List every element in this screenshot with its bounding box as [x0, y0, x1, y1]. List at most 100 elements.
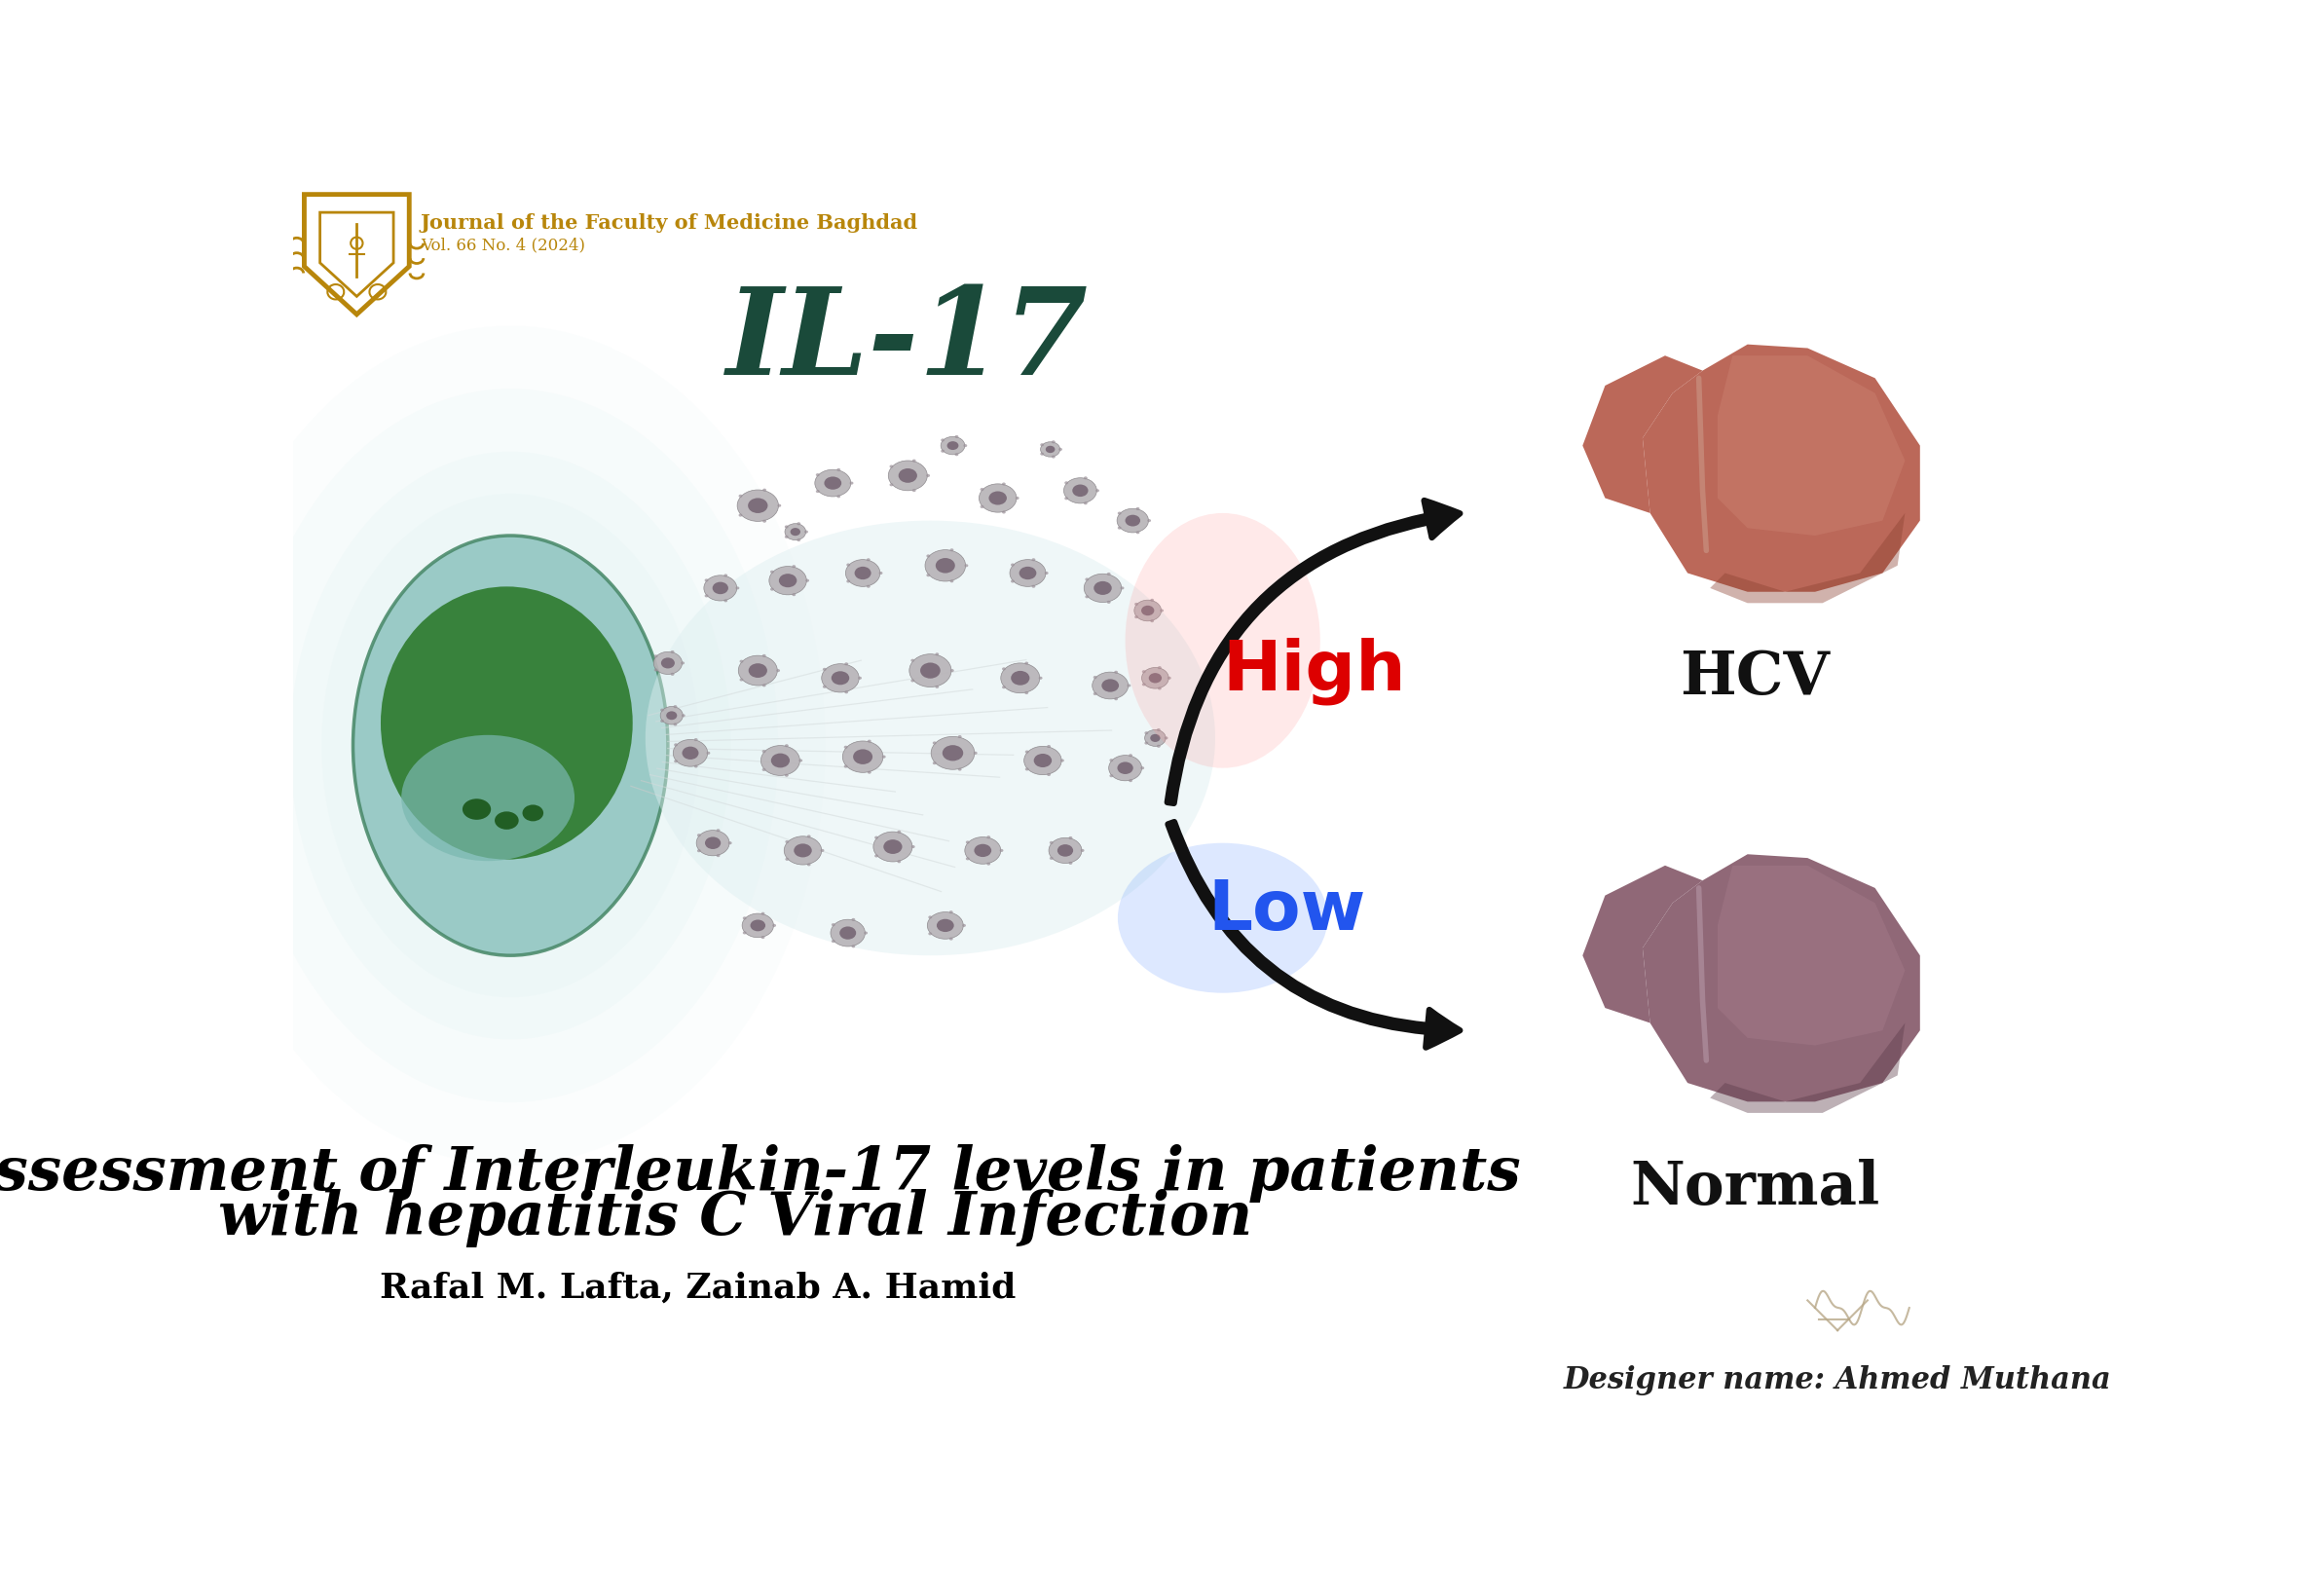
- Ellipse shape: [1032, 586, 1036, 589]
- Ellipse shape: [839, 927, 857, 940]
- Ellipse shape: [882, 757, 885, 758]
- Ellipse shape: [717, 854, 719, 857]
- Ellipse shape: [1085, 503, 1087, 506]
- Ellipse shape: [322, 495, 699, 998]
- Ellipse shape: [942, 745, 963, 761]
- Ellipse shape: [1048, 745, 1050, 749]
- Ellipse shape: [876, 836, 878, 839]
- Ellipse shape: [825, 477, 841, 490]
- Ellipse shape: [836, 469, 841, 472]
- Ellipse shape: [807, 579, 809, 583]
- Ellipse shape: [823, 669, 827, 672]
- Ellipse shape: [1064, 482, 1069, 485]
- Ellipse shape: [738, 495, 742, 498]
- Ellipse shape: [1046, 573, 1048, 575]
- Ellipse shape: [823, 686, 827, 689]
- Ellipse shape: [784, 745, 788, 747]
- Ellipse shape: [938, 919, 954, 932]
- Ellipse shape: [738, 490, 779, 522]
- Ellipse shape: [763, 654, 765, 658]
- Ellipse shape: [864, 932, 869, 935]
- Ellipse shape: [940, 450, 944, 453]
- Ellipse shape: [1025, 662, 1030, 666]
- Ellipse shape: [494, 812, 519, 830]
- Ellipse shape: [1052, 456, 1055, 460]
- Ellipse shape: [660, 709, 664, 712]
- Text: Vol. 66 No. 4 (2024): Vol. 66 No. 4 (2024): [421, 238, 586, 254]
- Ellipse shape: [926, 575, 931, 578]
- Ellipse shape: [816, 471, 850, 498]
- Ellipse shape: [1059, 448, 1062, 452]
- Ellipse shape: [749, 664, 768, 678]
- Ellipse shape: [1046, 447, 1055, 453]
- Ellipse shape: [910, 680, 915, 683]
- Ellipse shape: [683, 715, 685, 718]
- Ellipse shape: [1048, 838, 1082, 863]
- Ellipse shape: [965, 857, 970, 860]
- Ellipse shape: [1011, 563, 1013, 567]
- Ellipse shape: [873, 832, 912, 862]
- Ellipse shape: [660, 707, 683, 725]
- Ellipse shape: [958, 768, 961, 771]
- Ellipse shape: [1126, 516, 1140, 527]
- Ellipse shape: [671, 674, 673, 677]
- Ellipse shape: [1064, 479, 1096, 504]
- Ellipse shape: [724, 575, 728, 578]
- Ellipse shape: [735, 587, 740, 591]
- Ellipse shape: [1167, 677, 1172, 680]
- Ellipse shape: [836, 496, 841, 498]
- Ellipse shape: [1039, 677, 1043, 680]
- Ellipse shape: [974, 844, 990, 857]
- Ellipse shape: [1126, 514, 1319, 769]
- Ellipse shape: [1135, 616, 1138, 619]
- Ellipse shape: [889, 466, 894, 469]
- Ellipse shape: [1009, 560, 1046, 587]
- Ellipse shape: [949, 938, 954, 940]
- Ellipse shape: [843, 662, 848, 666]
- Ellipse shape: [843, 747, 848, 749]
- Ellipse shape: [738, 514, 742, 517]
- Ellipse shape: [1108, 602, 1110, 605]
- Ellipse shape: [807, 835, 811, 838]
- Text: HCV: HCV: [1680, 648, 1829, 707]
- Ellipse shape: [979, 485, 1016, 512]
- Ellipse shape: [653, 653, 683, 675]
- Ellipse shape: [784, 774, 788, 777]
- Ellipse shape: [1064, 498, 1069, 501]
- Ellipse shape: [1128, 779, 1133, 782]
- Ellipse shape: [763, 750, 765, 753]
- Ellipse shape: [673, 741, 708, 768]
- Ellipse shape: [958, 736, 961, 739]
- Ellipse shape: [694, 739, 699, 742]
- Ellipse shape: [354, 536, 669, 956]
- Ellipse shape: [846, 563, 850, 567]
- Ellipse shape: [1151, 734, 1160, 742]
- Ellipse shape: [928, 932, 933, 935]
- Ellipse shape: [1002, 484, 1007, 487]
- Ellipse shape: [1115, 697, 1117, 701]
- Ellipse shape: [1069, 862, 1073, 865]
- Ellipse shape: [963, 445, 967, 448]
- Ellipse shape: [1085, 578, 1089, 581]
- Ellipse shape: [696, 849, 701, 852]
- Ellipse shape: [926, 555, 931, 559]
- Ellipse shape: [673, 760, 678, 763]
- Ellipse shape: [655, 669, 657, 672]
- Ellipse shape: [954, 453, 958, 456]
- Ellipse shape: [912, 460, 917, 463]
- Ellipse shape: [899, 469, 917, 484]
- Text: with hepatitis C Viral Infection: with hepatitis C Viral Infection: [218, 1187, 1252, 1246]
- Ellipse shape: [843, 766, 848, 768]
- Ellipse shape: [1025, 693, 1030, 694]
- Polygon shape: [1583, 867, 1703, 1023]
- Ellipse shape: [1142, 683, 1147, 686]
- Ellipse shape: [853, 750, 873, 764]
- Ellipse shape: [1085, 595, 1089, 598]
- Ellipse shape: [1011, 672, 1030, 686]
- Ellipse shape: [761, 913, 765, 916]
- Ellipse shape: [940, 437, 965, 455]
- Ellipse shape: [1000, 849, 1004, 852]
- Ellipse shape: [763, 490, 765, 492]
- Ellipse shape: [965, 565, 967, 568]
- Ellipse shape: [857, 677, 862, 680]
